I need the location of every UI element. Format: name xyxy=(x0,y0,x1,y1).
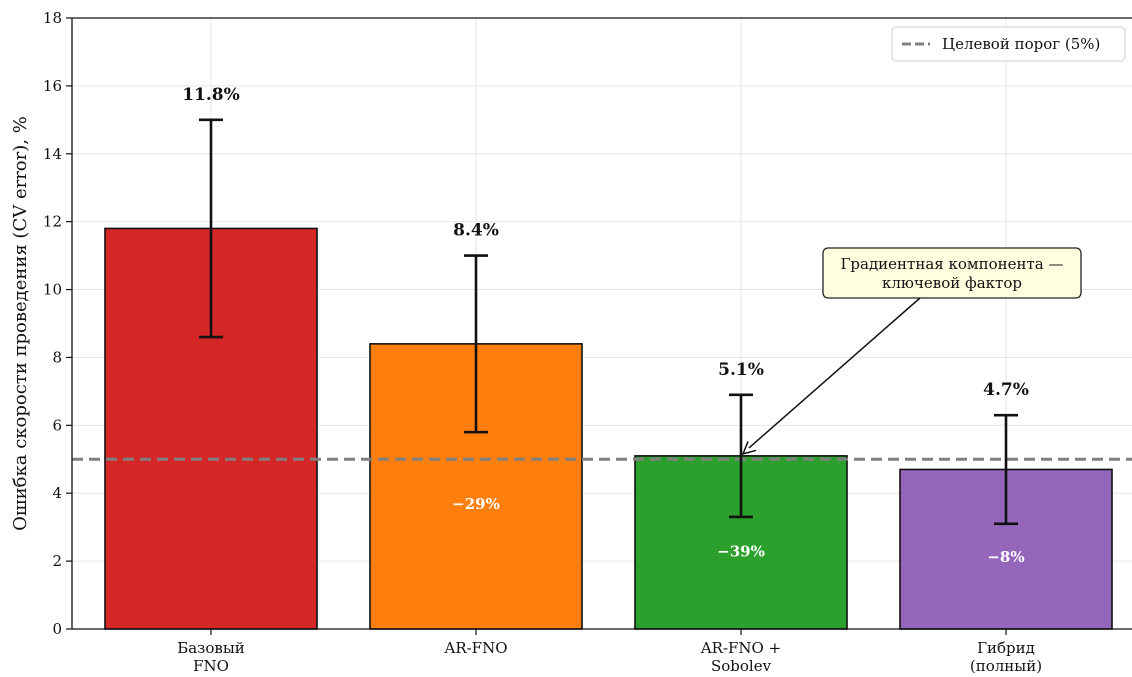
bars xyxy=(104,227,1113,630)
bar-labels: 11.8% 8.4% 5.1% 4.7% −29% −39% −8% xyxy=(182,85,1029,566)
x-tick-label: Sobolev xyxy=(711,657,772,675)
y-tick-label: 0 xyxy=(52,620,62,638)
y-tick-label: 6 xyxy=(52,416,62,434)
legend-box xyxy=(891,26,1126,62)
y-axis-label: Ошибка скорости проведения (CV error), % xyxy=(10,116,31,531)
x-tick-label: FNO xyxy=(193,657,229,675)
y-tick-label: 4 xyxy=(52,484,62,502)
y-tick-label: 10 xyxy=(43,281,62,299)
x-tick-label: Гибрид xyxy=(977,639,1035,657)
annotation-arrowhead xyxy=(741,441,757,455)
value-label: 5.1% xyxy=(718,360,764,380)
y-tick-label: 18 xyxy=(43,9,62,27)
value-label: 4.7% xyxy=(983,380,1029,400)
value-label: 8.4% xyxy=(453,221,499,241)
annotation-box xyxy=(822,247,1082,299)
x-tick-label: (полный) xyxy=(970,657,1042,675)
annotation-text: Градиентная компонента — xyxy=(840,255,1063,273)
y-tick-label: 16 xyxy=(43,77,62,95)
x-tick-label: Базовый xyxy=(177,639,245,657)
x-tick-label: AR-FNO + xyxy=(700,639,781,657)
y-tick-label: 12 xyxy=(43,213,62,231)
legend: Целевой порог (5%) xyxy=(891,26,1126,62)
change-label: −39% xyxy=(717,542,765,560)
value-label: 11.8% xyxy=(182,85,240,105)
error-bars xyxy=(199,118,1018,526)
change-label: −8% xyxy=(987,548,1024,566)
y-tick-label: 14 xyxy=(43,145,62,163)
annotation: Градиентная компонента —ключевой фактор xyxy=(741,247,1082,455)
y-tick-label: 2 xyxy=(52,552,62,570)
y-tick-label: 8 xyxy=(52,348,62,366)
annotation-arrow xyxy=(748,297,921,449)
annotation-text: ключевой фактор xyxy=(882,274,1022,292)
x-tick-label: AR-FNO xyxy=(443,639,507,657)
change-label: −29% xyxy=(452,495,500,513)
legend-label: Целевой порог (5%) xyxy=(942,35,1100,53)
